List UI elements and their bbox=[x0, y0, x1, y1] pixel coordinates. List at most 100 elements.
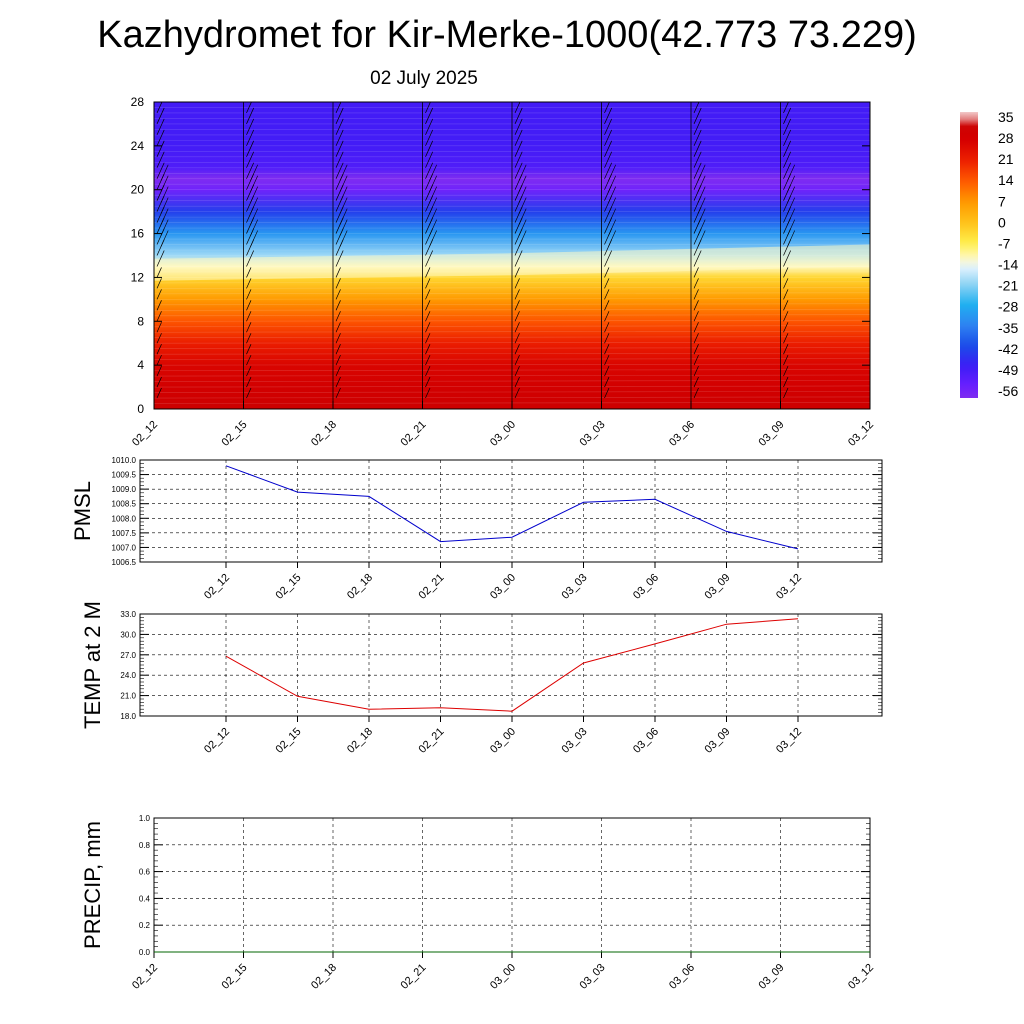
series-line bbox=[225, 618, 799, 712]
wind-barb-column bbox=[243, 102, 258, 409]
panel-frame bbox=[139, 459, 883, 563]
x-tick-label: 02_21 bbox=[417, 726, 447, 756]
x-tick-label: 03_12 bbox=[846, 419, 876, 449]
x-tick-label: 02_18 bbox=[345, 572, 375, 602]
x-tick-label: 03_09 bbox=[757, 962, 787, 992]
figure-date: 02 July 2025 bbox=[370, 68, 478, 89]
x-tick-label: 03_06 bbox=[631, 726, 661, 756]
y-tick-label: 1007.5 bbox=[112, 529, 137, 538]
y-tick-label: 24.0 bbox=[120, 671, 136, 680]
y-axis-label: PRECIP, mm bbox=[80, 821, 105, 949]
x-tick-label: 02_18 bbox=[309, 962, 339, 992]
legend-label: 21 bbox=[998, 151, 1014, 167]
x-tick-label: 03_00 bbox=[488, 726, 518, 756]
legend-label: 0 bbox=[998, 214, 1006, 230]
legend-label: 7 bbox=[998, 193, 1006, 209]
legend-label: -49 bbox=[998, 362, 1018, 378]
x-tick-label: 02_15 bbox=[274, 572, 304, 602]
legend-label: -56 bbox=[998, 383, 1018, 399]
x-tick-label: 03_03 bbox=[560, 726, 590, 756]
x-tick-label: 03_12 bbox=[846, 962, 876, 992]
y-tick-label: 0.4 bbox=[139, 894, 151, 903]
figure-title: Kazhydromet for Kir-Merke-1000(42.773 73… bbox=[97, 14, 917, 56]
y-tick-label: 1007.0 bbox=[112, 543, 137, 552]
x-tick-label: 03_03 bbox=[578, 962, 608, 992]
legend-label: -35 bbox=[998, 320, 1018, 336]
color-legend: 35 28 21 14 7 0 -7 -14 -21 -28 -35 -42 -49 -56 bbox=[960, 109, 1018, 399]
y-tick-label: 0.2 bbox=[139, 921, 151, 930]
x-tick-label: 03_09 bbox=[703, 572, 733, 602]
y-tick-label: 30.0 bbox=[120, 630, 136, 639]
wind-barb-column bbox=[154, 102, 169, 409]
legend-label: 14 bbox=[998, 172, 1014, 188]
y-tick-label: 1009.0 bbox=[112, 485, 137, 494]
x-tick-label: 03_09 bbox=[757, 419, 787, 449]
wind-barb-column bbox=[601, 102, 616, 409]
y-tick-label: 0.6 bbox=[139, 868, 151, 877]
x-tick-label: 03_06 bbox=[667, 419, 697, 449]
y-tick-label: 1010.0 bbox=[112, 456, 137, 465]
y-tick-label: 4 bbox=[137, 358, 144, 372]
wind-barb-column bbox=[869, 102, 870, 409]
y-tick-label: 33.0 bbox=[120, 610, 136, 619]
x-tick-label: 03_12 bbox=[774, 572, 804, 602]
legend-label: 35 bbox=[998, 109, 1014, 125]
y-tick-label: 20 bbox=[131, 183, 145, 197]
x-tick-label: 03_03 bbox=[560, 572, 590, 602]
legend-label: -42 bbox=[998, 341, 1018, 357]
wind-barb-column bbox=[422, 102, 437, 409]
x-tick-label: 02_15 bbox=[220, 419, 250, 449]
y-tick-label: 1.0 bbox=[139, 814, 151, 823]
y-tick-label: 1008.0 bbox=[112, 514, 137, 523]
y-tick-label: 21.0 bbox=[120, 692, 136, 701]
legend-label: -7 bbox=[998, 235, 1011, 251]
x-tick-label: 03_06 bbox=[631, 572, 661, 602]
y-tick-label: 0.8 bbox=[139, 841, 151, 850]
y-tick-label: 12 bbox=[131, 270, 145, 284]
legend-label: -28 bbox=[998, 299, 1018, 315]
x-tick-label: 02_15 bbox=[220, 962, 250, 992]
y-tick-label: 1009.5 bbox=[112, 471, 137, 480]
x-tick-label: 03_00 bbox=[488, 962, 518, 992]
y-axis-label: TEMP at 2 M bbox=[80, 601, 105, 729]
series-line bbox=[225, 465, 799, 550]
legend-label: -21 bbox=[998, 278, 1018, 294]
cross-section-panel: 0 4 8 12 16 20 24 28 02_12 02_15 02_18 02_21 03_00 03… bbox=[130, 95, 876, 449]
y-tick-label: 28 bbox=[131, 95, 145, 109]
y-tick-label: 0 bbox=[137, 402, 144, 416]
x-tick-label: 03_06 bbox=[667, 962, 697, 992]
wind-barb-column bbox=[511, 102, 527, 409]
x-tick-label: 02_18 bbox=[345, 726, 375, 756]
legend-color-bar bbox=[960, 112, 978, 398]
x-tick-label: 02_15 bbox=[274, 726, 304, 756]
y-tick-label: 1008.5 bbox=[112, 500, 137, 509]
y-tick-label: 18.0 bbox=[120, 712, 136, 721]
x-tick-label: 02_12 bbox=[130, 962, 160, 992]
y-tick-label: 16 bbox=[131, 227, 145, 241]
x-tick-label: 02_21 bbox=[399, 962, 429, 992]
x-tick-label: 02_18 bbox=[309, 419, 339, 449]
pmsl-panel: 1010.0 1009.5 1009.0 1008.5 1008.0 1007.5 1007… bbox=[70, 456, 883, 602]
x-tick-label: 03_00 bbox=[488, 572, 518, 602]
wind-barb-column bbox=[332, 102, 348, 409]
x-tick-label: 03_12 bbox=[774, 726, 804, 756]
y-axis-label: PMSL bbox=[70, 481, 95, 541]
y-tick-label: 1006.5 bbox=[112, 558, 137, 567]
x-tick-label: 03_09 bbox=[703, 726, 733, 756]
legend-label: -14 bbox=[998, 257, 1018, 273]
panel-frame bbox=[139, 613, 883, 717]
precip-panel: 1.0 0.8 0.6 0.4 0.2 0.0 02_12 02_15 02_18 02_21 03… bbox=[80, 814, 876, 992]
x-tick-label: 02_21 bbox=[399, 419, 429, 449]
x-tick-label: 02_12 bbox=[130, 419, 160, 449]
y-tick-label: 8 bbox=[137, 314, 144, 328]
y-tick-label: 24 bbox=[131, 139, 145, 153]
x-tick-label: 03_03 bbox=[578, 419, 608, 449]
y-tick-label: 0.0 bbox=[139, 948, 151, 957]
x-tick-label: 02_12 bbox=[202, 572, 232, 602]
legend-label: 28 bbox=[998, 130, 1014, 146]
temp-2m-panel: 33.0 30.0 27.0 24.0 21.0 18.0 02_12 02_15 02_18 0… bbox=[80, 601, 883, 756]
y-tick-label: 27.0 bbox=[120, 651, 136, 660]
wind-barb-column bbox=[690, 102, 706, 409]
x-tick-label: 03_00 bbox=[488, 419, 518, 449]
